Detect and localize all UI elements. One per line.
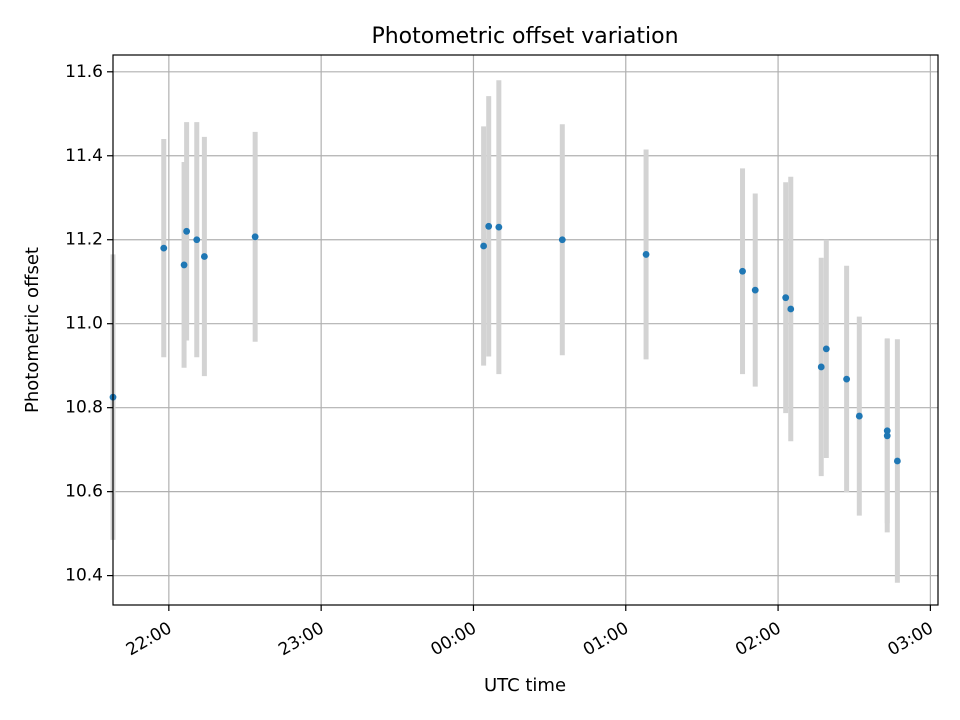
x-axis-label: UTC time xyxy=(484,675,566,696)
data-point xyxy=(883,427,891,435)
data-point xyxy=(183,227,191,235)
x-tick-label: 22:00 xyxy=(123,618,175,660)
x-axis-ticks: 22:00 23:00 00:00 01:00 02:00 03:00 xyxy=(123,605,937,660)
x-tick-label: 23:00 xyxy=(275,618,327,660)
x-tick-label: 00:00 xyxy=(428,618,480,660)
data-point xyxy=(787,305,795,313)
data-point xyxy=(855,412,863,420)
data-point xyxy=(883,432,891,440)
data-point xyxy=(180,261,188,269)
data-point xyxy=(822,345,830,353)
plot-frame xyxy=(112,54,939,606)
data-point xyxy=(739,267,746,275)
x-tick-label: 03:00 xyxy=(884,618,936,660)
y-tick-label: 10.8 xyxy=(65,398,103,418)
data-point xyxy=(495,223,503,231)
data-point xyxy=(751,286,759,294)
data-point xyxy=(782,294,790,302)
chart-title: Photometric offset variation xyxy=(371,24,678,49)
data-point xyxy=(642,251,650,258)
data-point xyxy=(160,244,168,252)
data-point xyxy=(200,253,208,260)
y-axis-label: Photometric offset xyxy=(22,247,43,413)
y-tick-label: 10.6 xyxy=(65,482,103,502)
data-point xyxy=(193,236,201,244)
data-point xyxy=(251,233,259,241)
y-tick-label: 11.4 xyxy=(65,146,103,166)
data-points xyxy=(109,222,901,465)
data-point xyxy=(558,236,566,244)
data-point xyxy=(480,242,488,250)
data-point xyxy=(843,375,851,383)
data-point xyxy=(893,457,901,465)
y-tick-label: 10.4 xyxy=(65,566,103,586)
data-point xyxy=(485,222,493,230)
y-tick-label: 11.0 xyxy=(65,314,103,334)
grid xyxy=(113,55,938,605)
y-tick-label: 11.6 xyxy=(65,62,103,82)
y-tick-label: 11.2 xyxy=(65,230,103,250)
data-point xyxy=(817,363,825,371)
x-tick-label: 01:00 xyxy=(580,618,632,660)
x-tick-label: 02:00 xyxy=(732,618,784,660)
y-axis-ticks: 10.4 10.6 10.8 11.0 11.2 11.4 11.6 xyxy=(65,62,113,586)
